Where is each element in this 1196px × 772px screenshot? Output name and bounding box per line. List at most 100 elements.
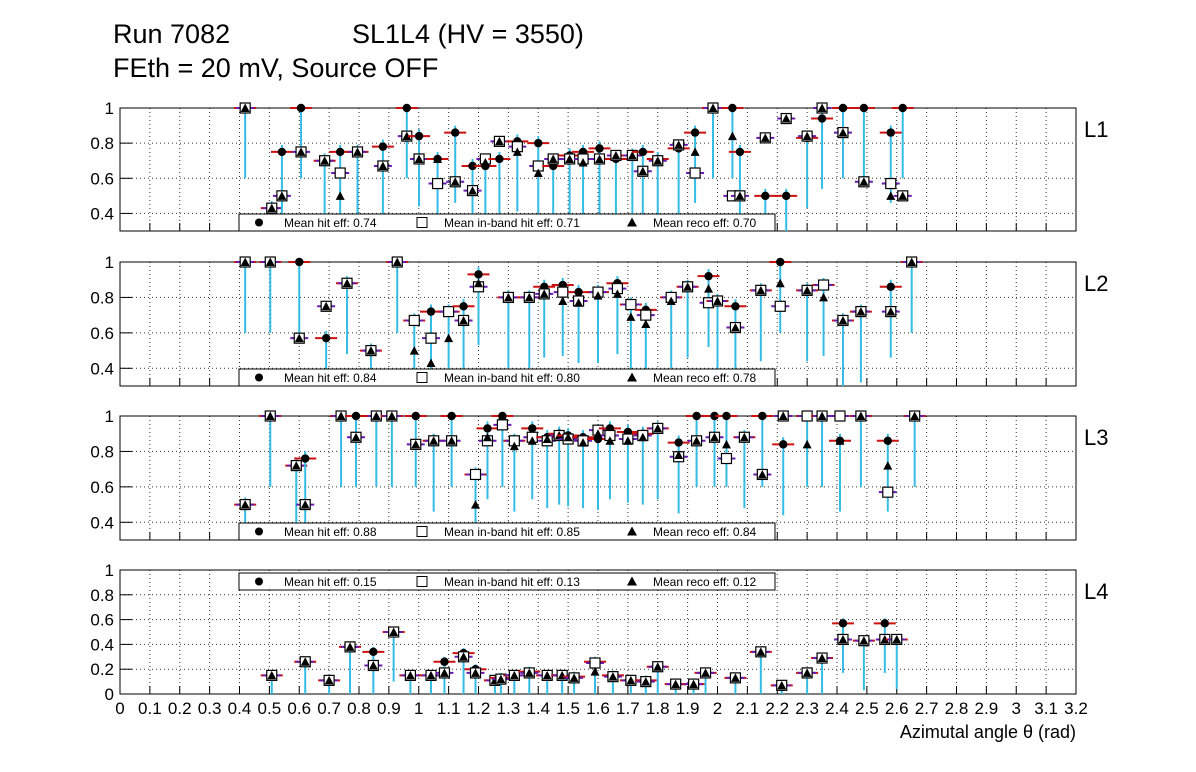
reco-eff-point	[524, 292, 534, 302]
reco-eff-point	[291, 461, 301, 470]
reco-eff-point	[859, 636, 869, 645]
reco-eff-point	[405, 670, 415, 680]
hit-eff-point	[898, 103, 907, 113]
hit-eff-point	[426, 307, 436, 316]
x-tick-label: 1	[414, 699, 423, 718]
hit-eff-point	[731, 302, 740, 311]
reco-eff-point	[240, 257, 250, 266]
y-tick-label: 0.4	[90, 204, 114, 223]
y-tick-label: 1	[105, 407, 114, 426]
reco-eff-point	[838, 634, 848, 644]
legend-L2: Mean hit eff: 0.84 Mean in-band hit eff: …	[238, 368, 776, 387]
reco-eff-point	[321, 301, 331, 311]
reco-eff-point	[802, 439, 812, 449]
reco-eff-point	[294, 333, 304, 343]
legend-reco-text: Mean reco eff: 0.84	[653, 525, 757, 539]
hit-eff-point	[728, 103, 737, 113]
panel-L3: 0.4 0.6 0.8 1 L3 Mean hit eff: 0.88 Mean in-ba…	[90, 407, 1108, 541]
hit-eff-point	[838, 103, 848, 113]
x-tick-label: 2.3	[795, 699, 819, 718]
reco-eff-point	[414, 154, 424, 163]
reco-eff-point	[468, 186, 478, 195]
reco-eff-point	[760, 133, 770, 142]
reco-eff-point	[683, 282, 693, 291]
reco-eff-point	[859, 177, 869, 186]
reco-eff-point	[910, 411, 920, 420]
hit-eff-point	[378, 142, 388, 151]
reco-eff-point	[781, 114, 791, 123]
reco-eff-point	[342, 278, 352, 288]
x-tick-label: 2.7	[915, 699, 939, 718]
hit-eff-point	[440, 657, 449, 666]
reco-eff-point	[512, 147, 522, 156]
hit-eff-point	[450, 128, 460, 137]
hit-eff-point	[574, 287, 583, 297]
reco-eff-point	[593, 429, 603, 438]
x-tick-label: 2.5	[855, 699, 879, 718]
reco-eff-point	[392, 257, 402, 266]
reco-eff-point	[594, 154, 604, 163]
reco-eff-point	[739, 432, 749, 442]
reco-eff-point	[444, 333, 454, 343]
chamber-title: SL1L4 (HV = 3550)	[352, 19, 584, 49]
legend-inband-marker	[416, 217, 428, 228]
reco-eff-point	[371, 411, 381, 420]
legend-hit-text: Mean hit eff: 0.15	[284, 575, 377, 589]
inband-eff-point	[882, 486, 894, 498]
reco-eff-point	[542, 434, 552, 444]
inband-eff-point	[408, 314, 420, 327]
reco-eff-point	[727, 131, 737, 141]
reco-eff-point	[674, 450, 684, 459]
hit-eff-point	[402, 103, 411, 113]
run-title: Run 7082	[113, 19, 230, 49]
reco-eff-point	[574, 298, 584, 307]
panel-label: L3	[1084, 425, 1108, 450]
reco-eff-point	[563, 432, 573, 442]
reco-eff-point	[886, 307, 896, 316]
reco-eff-point	[300, 657, 310, 666]
reco-eff-point	[666, 296, 676, 305]
panel-L1: 0.4 0.6 0.8 1 L1 Mean hit eff: 0.74 Mean in-ba…	[90, 99, 1108, 232]
reco-eff-point	[433, 154, 443, 163]
reco-eff-point	[907, 257, 917, 266]
reco-eff-point	[802, 285, 812, 295]
x-tick-label: 1.5	[556, 699, 580, 718]
reco-eff-point	[240, 103, 250, 112]
legend-inband-marker	[416, 576, 428, 587]
reco-eff-point	[653, 662, 663, 671]
reco-eff-point	[548, 154, 558, 163]
panel-L4: 0 0.2 0.4 0.6 0.8 1 L4 Mean hit eff: 0.15 Mean i…	[90, 561, 1108, 704]
x-tick-label: 0.2	[168, 699, 192, 718]
legend-hit-marker	[255, 577, 263, 586]
reco-eff-point	[387, 411, 397, 420]
x-tick-label: 3	[1012, 699, 1021, 718]
hit-eff-point	[495, 154, 504, 164]
inband-eff-point	[885, 177, 897, 190]
reco-eff-point	[690, 147, 700, 156]
legend-reco-text: Mean reco eff: 0.70	[653, 216, 757, 230]
inband-eff-point	[720, 452, 733, 465]
hit-eff-point	[534, 138, 543, 148]
reco-eff-point	[757, 469, 767, 479]
x-tick-label: 3.2	[1064, 699, 1088, 718]
reco-eff-point	[710, 432, 720, 442]
reco-eff-point	[542, 670, 552, 680]
inband-eff-point	[689, 167, 701, 179]
reco-eff-point	[898, 191, 908, 200]
hit-eff-point	[817, 114, 827, 123]
reco-eff-point	[265, 257, 275, 266]
y-tick-label: 0.2	[90, 660, 114, 679]
inband-eff-point	[640, 309, 652, 321]
legend-L3: Mean hit eff: 0.88 Mean in-band hit eff: …	[238, 522, 776, 541]
reco-eff-point	[892, 634, 902, 644]
y-tick-label: 0.6	[90, 169, 114, 188]
reco-eff-point	[817, 653, 827, 663]
x-tick-label: 1.1	[437, 699, 461, 718]
reco-eff-point	[565, 154, 575, 163]
reco-eff-point	[351, 432, 361, 442]
legend-inband-text: Mean in-band hit eff: 0.80	[444, 371, 580, 385]
legend-inband-text: Mean in-band hit eff: 0.85	[444, 525, 580, 539]
reco-eff-point	[474, 278, 483, 288]
hit-eff-point	[883, 436, 892, 445]
hit-eff-point	[722, 411, 731, 421]
